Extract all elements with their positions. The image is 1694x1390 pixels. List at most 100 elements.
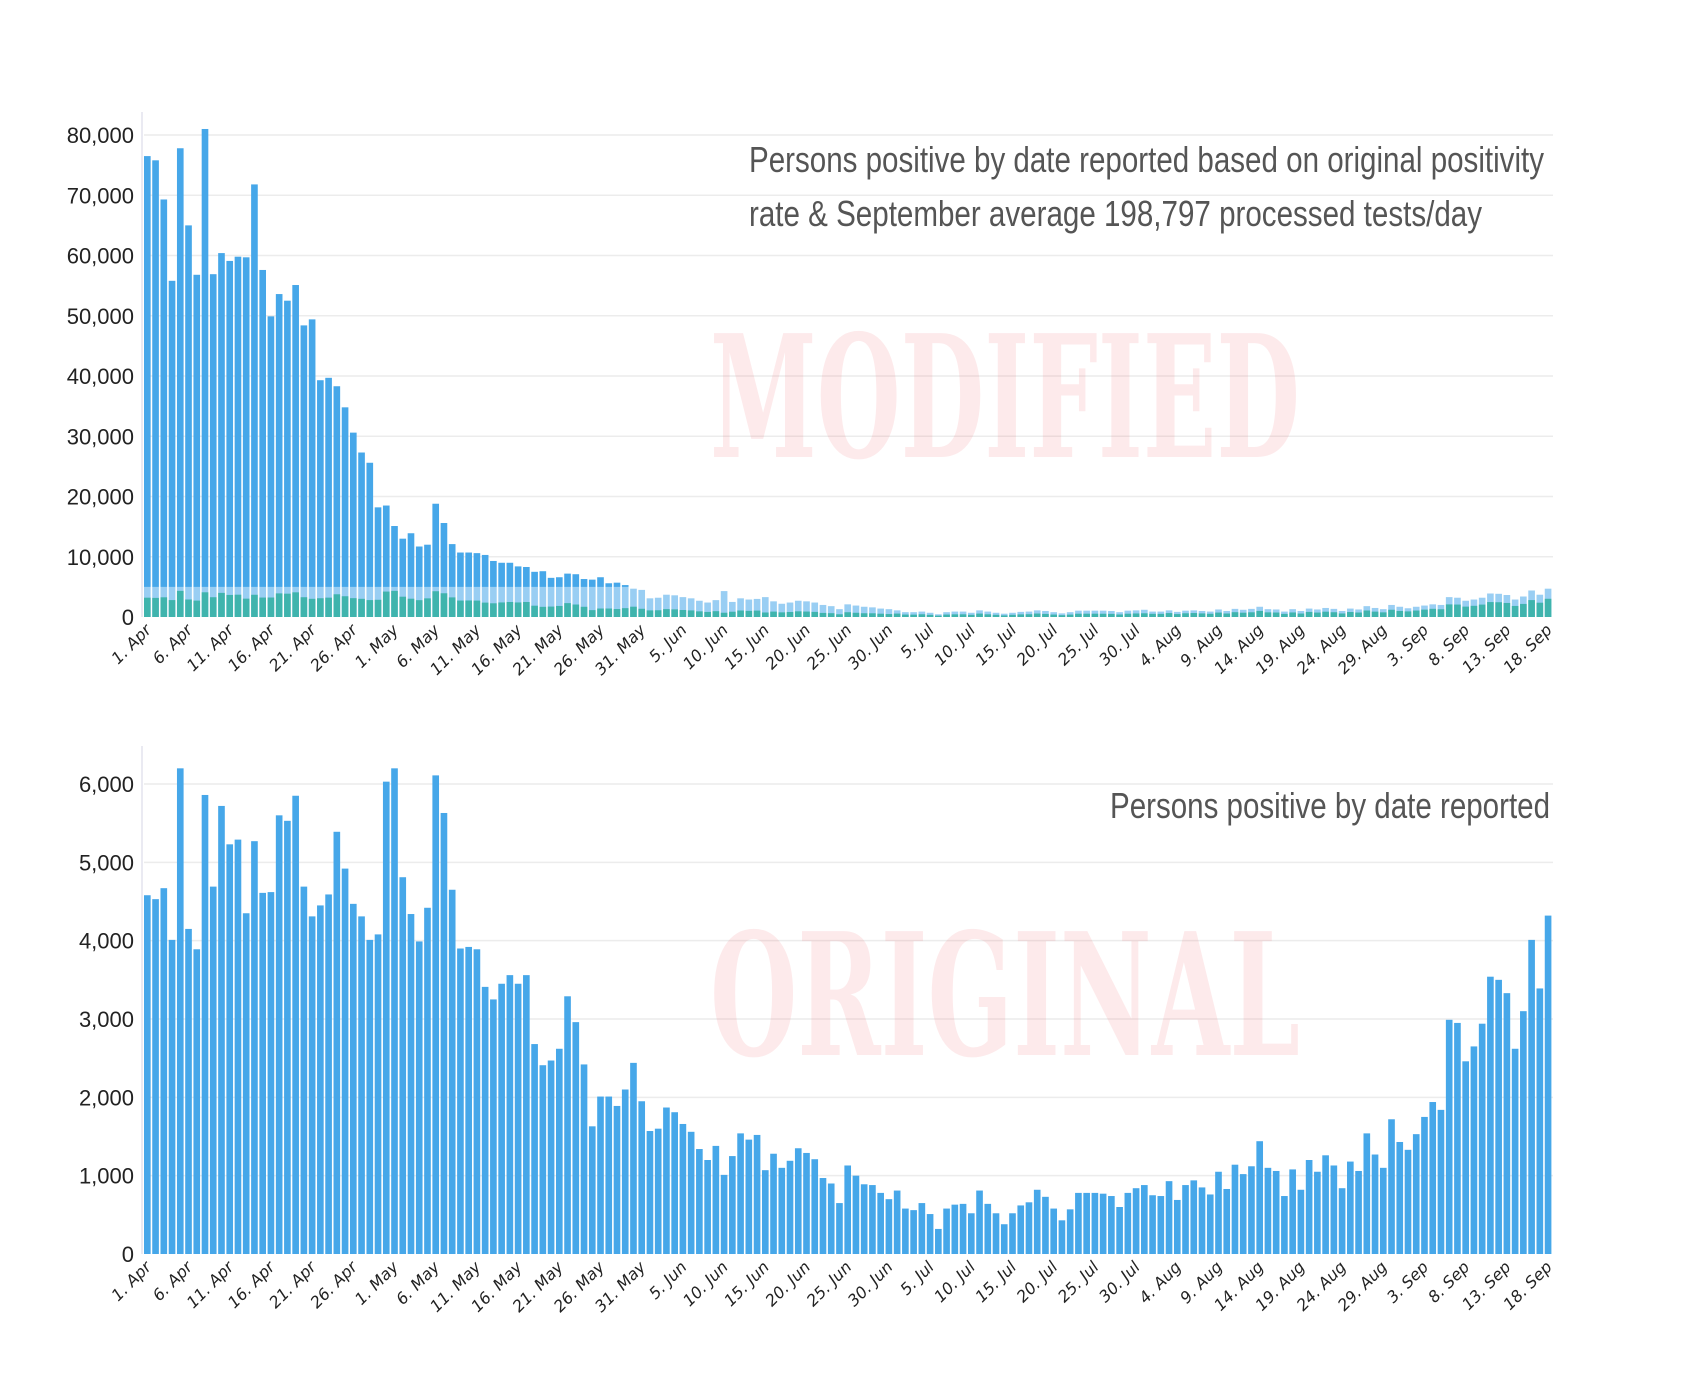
bar bbox=[465, 946, 472, 1254]
bar bbox=[333, 386, 341, 617]
bar bbox=[448, 889, 456, 1254]
bar bbox=[168, 280, 176, 617]
bar bbox=[564, 996, 571, 1254]
bar bbox=[1322, 1155, 1329, 1254]
bar bbox=[1116, 1207, 1123, 1254]
overlay-bar bbox=[827, 613, 835, 617]
overlay-bar bbox=[1503, 602, 1511, 617]
bar bbox=[481, 554, 489, 617]
bar bbox=[1066, 612, 1074, 617]
y-tick-label: 10,000 bbox=[67, 545, 134, 570]
x-tick-label: 3. Sep bbox=[1383, 1257, 1432, 1306]
overlay-bar bbox=[1478, 604, 1486, 617]
bar bbox=[481, 986, 489, 1254]
overlay-bar bbox=[300, 597, 308, 617]
overlay-bar bbox=[349, 598, 357, 617]
bar bbox=[176, 768, 184, 1254]
overlay-bar bbox=[358, 598, 365, 617]
bar bbox=[984, 1203, 992, 1254]
overlay-bar bbox=[745, 610, 753, 617]
chart-title: Persons positive by date reported bbox=[1110, 785, 1550, 826]
bar bbox=[646, 1131, 654, 1254]
overlay-bar bbox=[1108, 613, 1115, 617]
x-tick-label: 25. Jun bbox=[803, 1257, 856, 1310]
bar bbox=[284, 820, 291, 1254]
bar bbox=[267, 316, 275, 617]
overlay-bar bbox=[786, 611, 794, 617]
bar bbox=[852, 1175, 860, 1254]
overlay-bar bbox=[481, 602, 489, 617]
bar bbox=[679, 1123, 687, 1254]
bar bbox=[1149, 1195, 1156, 1254]
overlay-bar bbox=[547, 606, 555, 617]
bar bbox=[144, 156, 151, 617]
overlay-bar bbox=[1157, 613, 1165, 617]
overlay-bar bbox=[803, 611, 810, 617]
bar bbox=[391, 768, 398, 1254]
overlay-bar bbox=[696, 611, 703, 617]
bar bbox=[992, 1213, 1000, 1254]
overlay-bar bbox=[1000, 615, 1008, 617]
overlay-bar bbox=[1017, 614, 1025, 617]
bar bbox=[1314, 1171, 1321, 1254]
overlay-bar bbox=[852, 612, 860, 617]
overlay-bar bbox=[168, 600, 176, 617]
bar bbox=[613, 582, 621, 617]
overlay-bar bbox=[992, 614, 1000, 617]
bar bbox=[1495, 979, 1502, 1254]
bar bbox=[893, 1190, 901, 1254]
x-tick-label: 4. Aug bbox=[1135, 1257, 1185, 1307]
bar bbox=[325, 377, 332, 617]
bar bbox=[1379, 1167, 1387, 1254]
x-tick-label: 10. Jun bbox=[679, 1257, 732, 1310]
overlay-bar bbox=[1297, 613, 1305, 617]
bar bbox=[654, 1128, 662, 1254]
overlay-bar bbox=[160, 597, 168, 617]
y-tick-label: 3,000 bbox=[79, 1007, 134, 1032]
bar bbox=[819, 1178, 827, 1254]
overlay-bar bbox=[729, 611, 736, 617]
bar bbox=[308, 916, 316, 1254]
bar bbox=[341, 407, 349, 617]
overlay-bar bbox=[984, 614, 992, 617]
bar bbox=[539, 571, 547, 617]
bar bbox=[580, 1064, 588, 1254]
bar bbox=[275, 815, 283, 1254]
bar bbox=[1347, 1161, 1354, 1254]
overlay-bar bbox=[226, 594, 234, 617]
overlay-bar bbox=[1264, 612, 1272, 617]
overlay-bar bbox=[1025, 614, 1033, 617]
bar bbox=[407, 914, 415, 1254]
bar bbox=[308, 319, 316, 617]
y-tick-label: 6,000 bbox=[79, 772, 134, 797]
bar bbox=[531, 571, 538, 617]
overlay-bar bbox=[259, 597, 266, 617]
bar bbox=[234, 256, 242, 617]
bar bbox=[1462, 1061, 1469, 1254]
bar bbox=[959, 1203, 967, 1254]
overlay-bar bbox=[185, 599, 192, 617]
overlay-bar bbox=[588, 610, 596, 617]
bar bbox=[292, 285, 299, 617]
overlay-bar bbox=[341, 596, 349, 617]
bar bbox=[226, 260, 234, 617]
bar bbox=[218, 253, 225, 617]
overlay-bar bbox=[1454, 604, 1461, 617]
bar bbox=[572, 1022, 580, 1254]
bar bbox=[1470, 1046, 1478, 1254]
overlay-bar bbox=[687, 610, 695, 617]
overlay-bar bbox=[1314, 612, 1321, 617]
overlay-bar bbox=[1058, 615, 1066, 617]
bar bbox=[185, 225, 192, 618]
overlay-bar bbox=[382, 591, 390, 617]
bar bbox=[1017, 1205, 1025, 1254]
bar bbox=[630, 1062, 637, 1254]
y-tick-label: 30,000 bbox=[67, 424, 134, 449]
bar bbox=[811, 1159, 819, 1254]
bar bbox=[1445, 1019, 1453, 1254]
bar bbox=[1330, 1165, 1338, 1254]
overlay-bar bbox=[638, 608, 646, 617]
bar bbox=[251, 841, 258, 1254]
